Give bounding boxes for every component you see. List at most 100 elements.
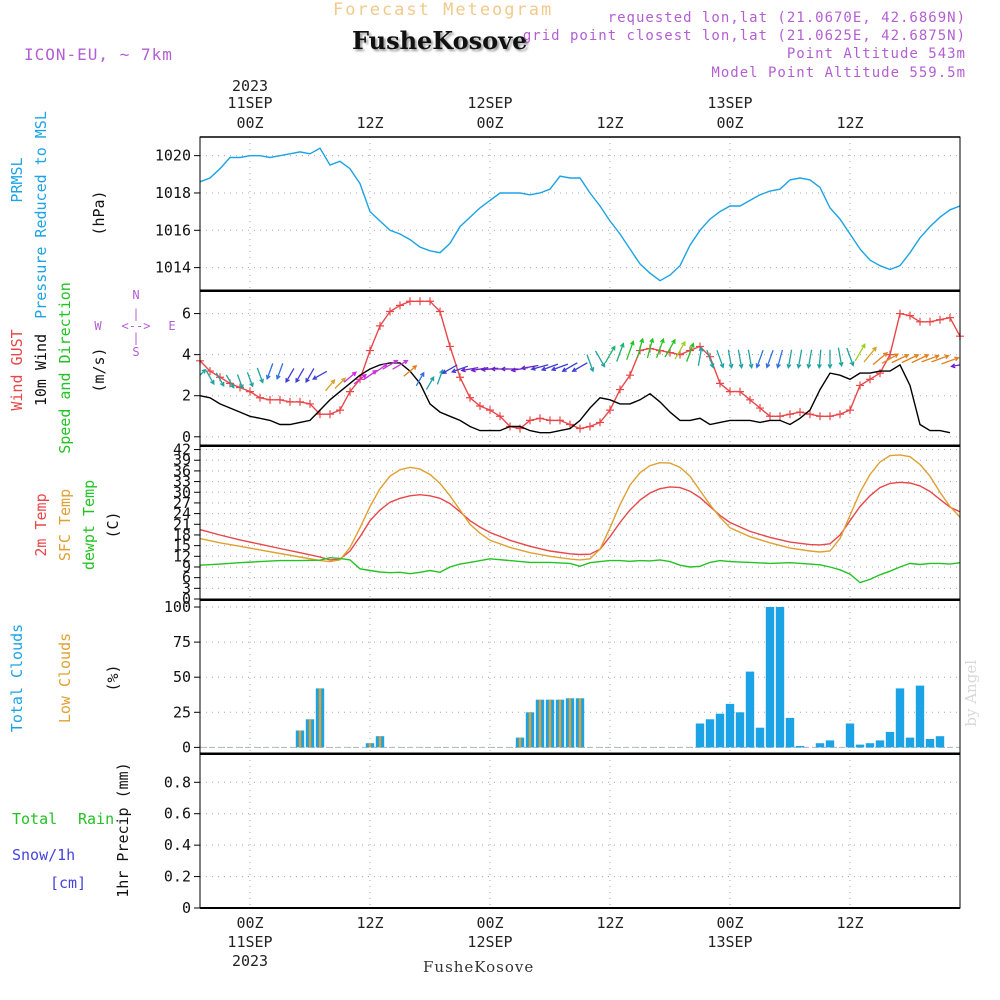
low-clouds-label: Low Clouds [56,633,74,723]
wind-arrow [285,368,295,384]
wind-arrow [727,349,734,370]
total-cloud-bar [825,740,835,748]
clouds-unit: (%) [104,664,122,691]
y-tick-label: 27 [173,494,191,512]
low-cloud-bar [368,743,372,748]
gust-marker [496,412,504,421]
wind-arrow [863,346,877,363]
wind-arrow [403,365,418,377]
wind-arrow [215,372,225,387]
wind-arrow [931,354,950,363]
forecast-title: Forecast Meteogram [333,0,554,20]
total-cloud-bar [695,723,705,748]
top-date-label: 13SEP [707,94,752,112]
wind-arrow [674,340,686,360]
precip-snow-unit: [cm] [50,874,86,892]
wind-arrow [992,365,1000,369]
panel-frame-precip [199,753,961,909]
panel-frame-wind [199,290,961,446]
compass-w: W [94,319,102,333]
gust-marker [526,416,534,425]
wind-arrow [246,372,254,388]
y-tick-label: 12 [173,547,191,565]
gust-marker [426,297,434,306]
low-cloud-bar [518,737,522,748]
gust-marker [896,309,904,318]
gust-marker [466,393,474,402]
bottom-time-tick: 00Z [236,914,263,932]
wind-arrow [776,349,784,369]
dewpt-line [200,556,960,584]
wind-arrow [655,337,665,359]
wind-arrow [225,374,235,389]
wind-arrow [415,371,425,387]
gust-marker [416,297,424,306]
bottom-date-label: 12SEP [467,933,512,951]
wind-arrow [236,374,244,390]
y-tick-label: 1020 [155,147,191,165]
wind-arrow [921,354,940,363]
gust-marker [786,410,794,419]
wind-arrow [265,363,274,380]
gust-marker [406,297,414,306]
y-tick-label: 1018 [155,184,191,202]
gust-marker [716,379,724,388]
wind-arrow [392,359,409,370]
gust-marker [306,399,314,408]
total-cloud-bar [755,727,765,748]
gust-marker [616,385,624,394]
y-tick-label: 30 [173,483,191,501]
gust-marker [386,307,394,316]
wind-arrow [901,354,920,364]
compass-vert-top: | [132,307,139,321]
gust-marker [876,369,884,378]
total-cloud-bar [885,731,895,748]
y-tick-label: 0.6 [164,805,191,823]
wind-arrow [646,337,655,359]
temp-dewpt-label: dewpt Temp [80,480,98,570]
wind-arrow [737,349,744,370]
footer-station: FusheKosove [423,958,535,976]
wind-arrow [686,342,695,362]
y-tick-label: 2 [182,387,191,405]
wind-arrow [636,337,645,359]
gust-marker [936,315,944,324]
low-cloud-bar [558,699,562,748]
top-time-tick: 12Z [836,114,863,132]
wind-arrow [626,340,635,360]
total-cloud-bar [765,607,775,748]
top-time-tick: 12Z [356,114,383,132]
y-tick-label: 33 [173,473,191,491]
wind-arrow [561,362,578,372]
wind-arrow [846,347,855,367]
wind-arrow [716,349,725,369]
low-cloud-bar [528,712,532,748]
gust-marker [266,395,274,404]
panel-frame-temperature [199,445,961,600]
bottom-time-tick: 12Z [356,914,383,932]
gust-marker [906,311,914,320]
top-date-label: 12SEP [467,94,512,112]
wind-speed-line [200,362,951,434]
gust-marker [566,420,574,429]
top-year-label: 2023 [232,77,268,95]
y-tick-label: 1016 [155,221,191,239]
wind-arrow [312,370,328,380]
pressure-label-2: Pressure Reduced to MSL [32,111,50,319]
y-tick-label: 24 [173,505,191,523]
total-cloud-bar [895,688,905,748]
wind-arrow [817,349,822,370]
gust-marker [276,395,284,404]
gust-marker [476,401,484,410]
model-label: ICON-EU, ~ 7km [24,45,173,64]
y-tick-label: 25 [173,703,191,721]
gust-marker [366,346,374,355]
wind-arrow [334,377,347,389]
wind-arrow [275,363,284,380]
wind-arrow [941,356,960,365]
wind-arrow [343,371,357,383]
top-time-tick: 00Z [716,114,743,132]
bottom-date-label: 13SEP [707,933,752,951]
wind-arrow [205,370,215,386]
bottom-time-tick: 00Z [716,914,743,932]
